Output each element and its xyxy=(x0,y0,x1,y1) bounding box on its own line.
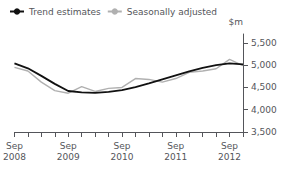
svg-text:2009: 2009 xyxy=(57,152,80,162)
svg-text:Seasonally adjusted: Seasonally adjusted xyxy=(127,7,217,17)
svg-text:2012: 2012 xyxy=(218,152,241,162)
svg-text:5,000: 5,000 xyxy=(251,60,277,70)
svg-text:4,000: 4,000 xyxy=(251,105,277,115)
svg-text:$m: $m xyxy=(229,17,244,27)
svg-text:Sep: Sep xyxy=(60,141,77,151)
svg-text:Sep: Sep xyxy=(167,141,184,151)
svg-text:Sep: Sep xyxy=(114,141,131,151)
svg-text:5,500: 5,500 xyxy=(251,38,277,48)
svg-text:4,500: 4,500 xyxy=(251,82,277,92)
svg-text:2010: 2010 xyxy=(111,152,134,162)
svg-text:Trend estimates: Trend estimates xyxy=(28,7,101,17)
svg-text:Sep: Sep xyxy=(6,141,23,151)
svg-text:2011: 2011 xyxy=(164,152,187,162)
svg-text:Sep: Sep xyxy=(221,141,238,151)
svg-text:3,500: 3,500 xyxy=(251,127,277,137)
svg-text:2008: 2008 xyxy=(3,152,26,162)
